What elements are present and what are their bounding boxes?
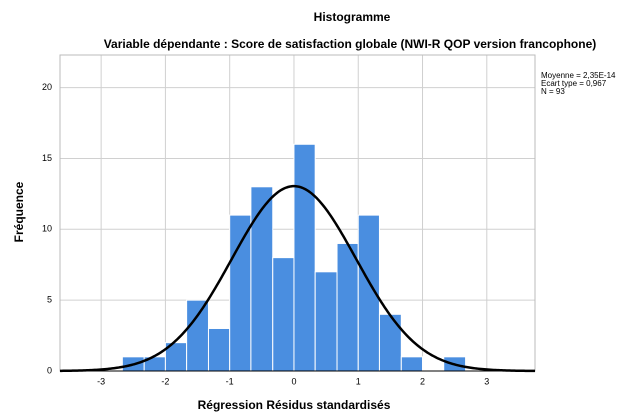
- stats-annotation: Ecart type = 0,967: [541, 79, 607, 88]
- bar: [207, 327, 231, 372]
- y-tick-label: 15: [42, 153, 52, 163]
- y-tick-label: 10: [42, 224, 52, 234]
- bar: [378, 313, 402, 372]
- x-tick-label: -1: [226, 376, 234, 386]
- y-axis-label: Fréquence: [12, 181, 26, 242]
- y-tick-label: 0: [47, 365, 52, 375]
- x-tick-label: -3: [97, 376, 105, 386]
- bar: [400, 356, 424, 372]
- normal-curve: [59, 184, 536, 373]
- x-tick-label: 0: [291, 376, 296, 386]
- x-tick-label: 3: [484, 376, 489, 386]
- stats-annotation: Moyenne = 2,35E-14: [541, 71, 616, 80]
- bar: [314, 271, 338, 372]
- stats-annotation: N = 93: [541, 87, 565, 96]
- bar: [186, 299, 209, 372]
- y-tick-label: 5: [47, 295, 52, 305]
- y-tick-label: 20: [42, 82, 52, 92]
- x-tick-label: 1: [356, 376, 361, 386]
- bar: [293, 143, 316, 372]
- bar: [250, 186, 274, 372]
- bar: [272, 257, 295, 372]
- chart-subtitle: Variable dépendante : Score de satisfact…: [104, 37, 597, 51]
- chart-title: Histogramme: [314, 10, 391, 24]
- x-axis-label: Régression Résidus standardisés: [198, 398, 391, 412]
- bar: [336, 242, 359, 372]
- x-tick-label: 2: [420, 376, 425, 386]
- bar: [229, 214, 252, 372]
- x-tick-label: -2: [161, 376, 169, 386]
